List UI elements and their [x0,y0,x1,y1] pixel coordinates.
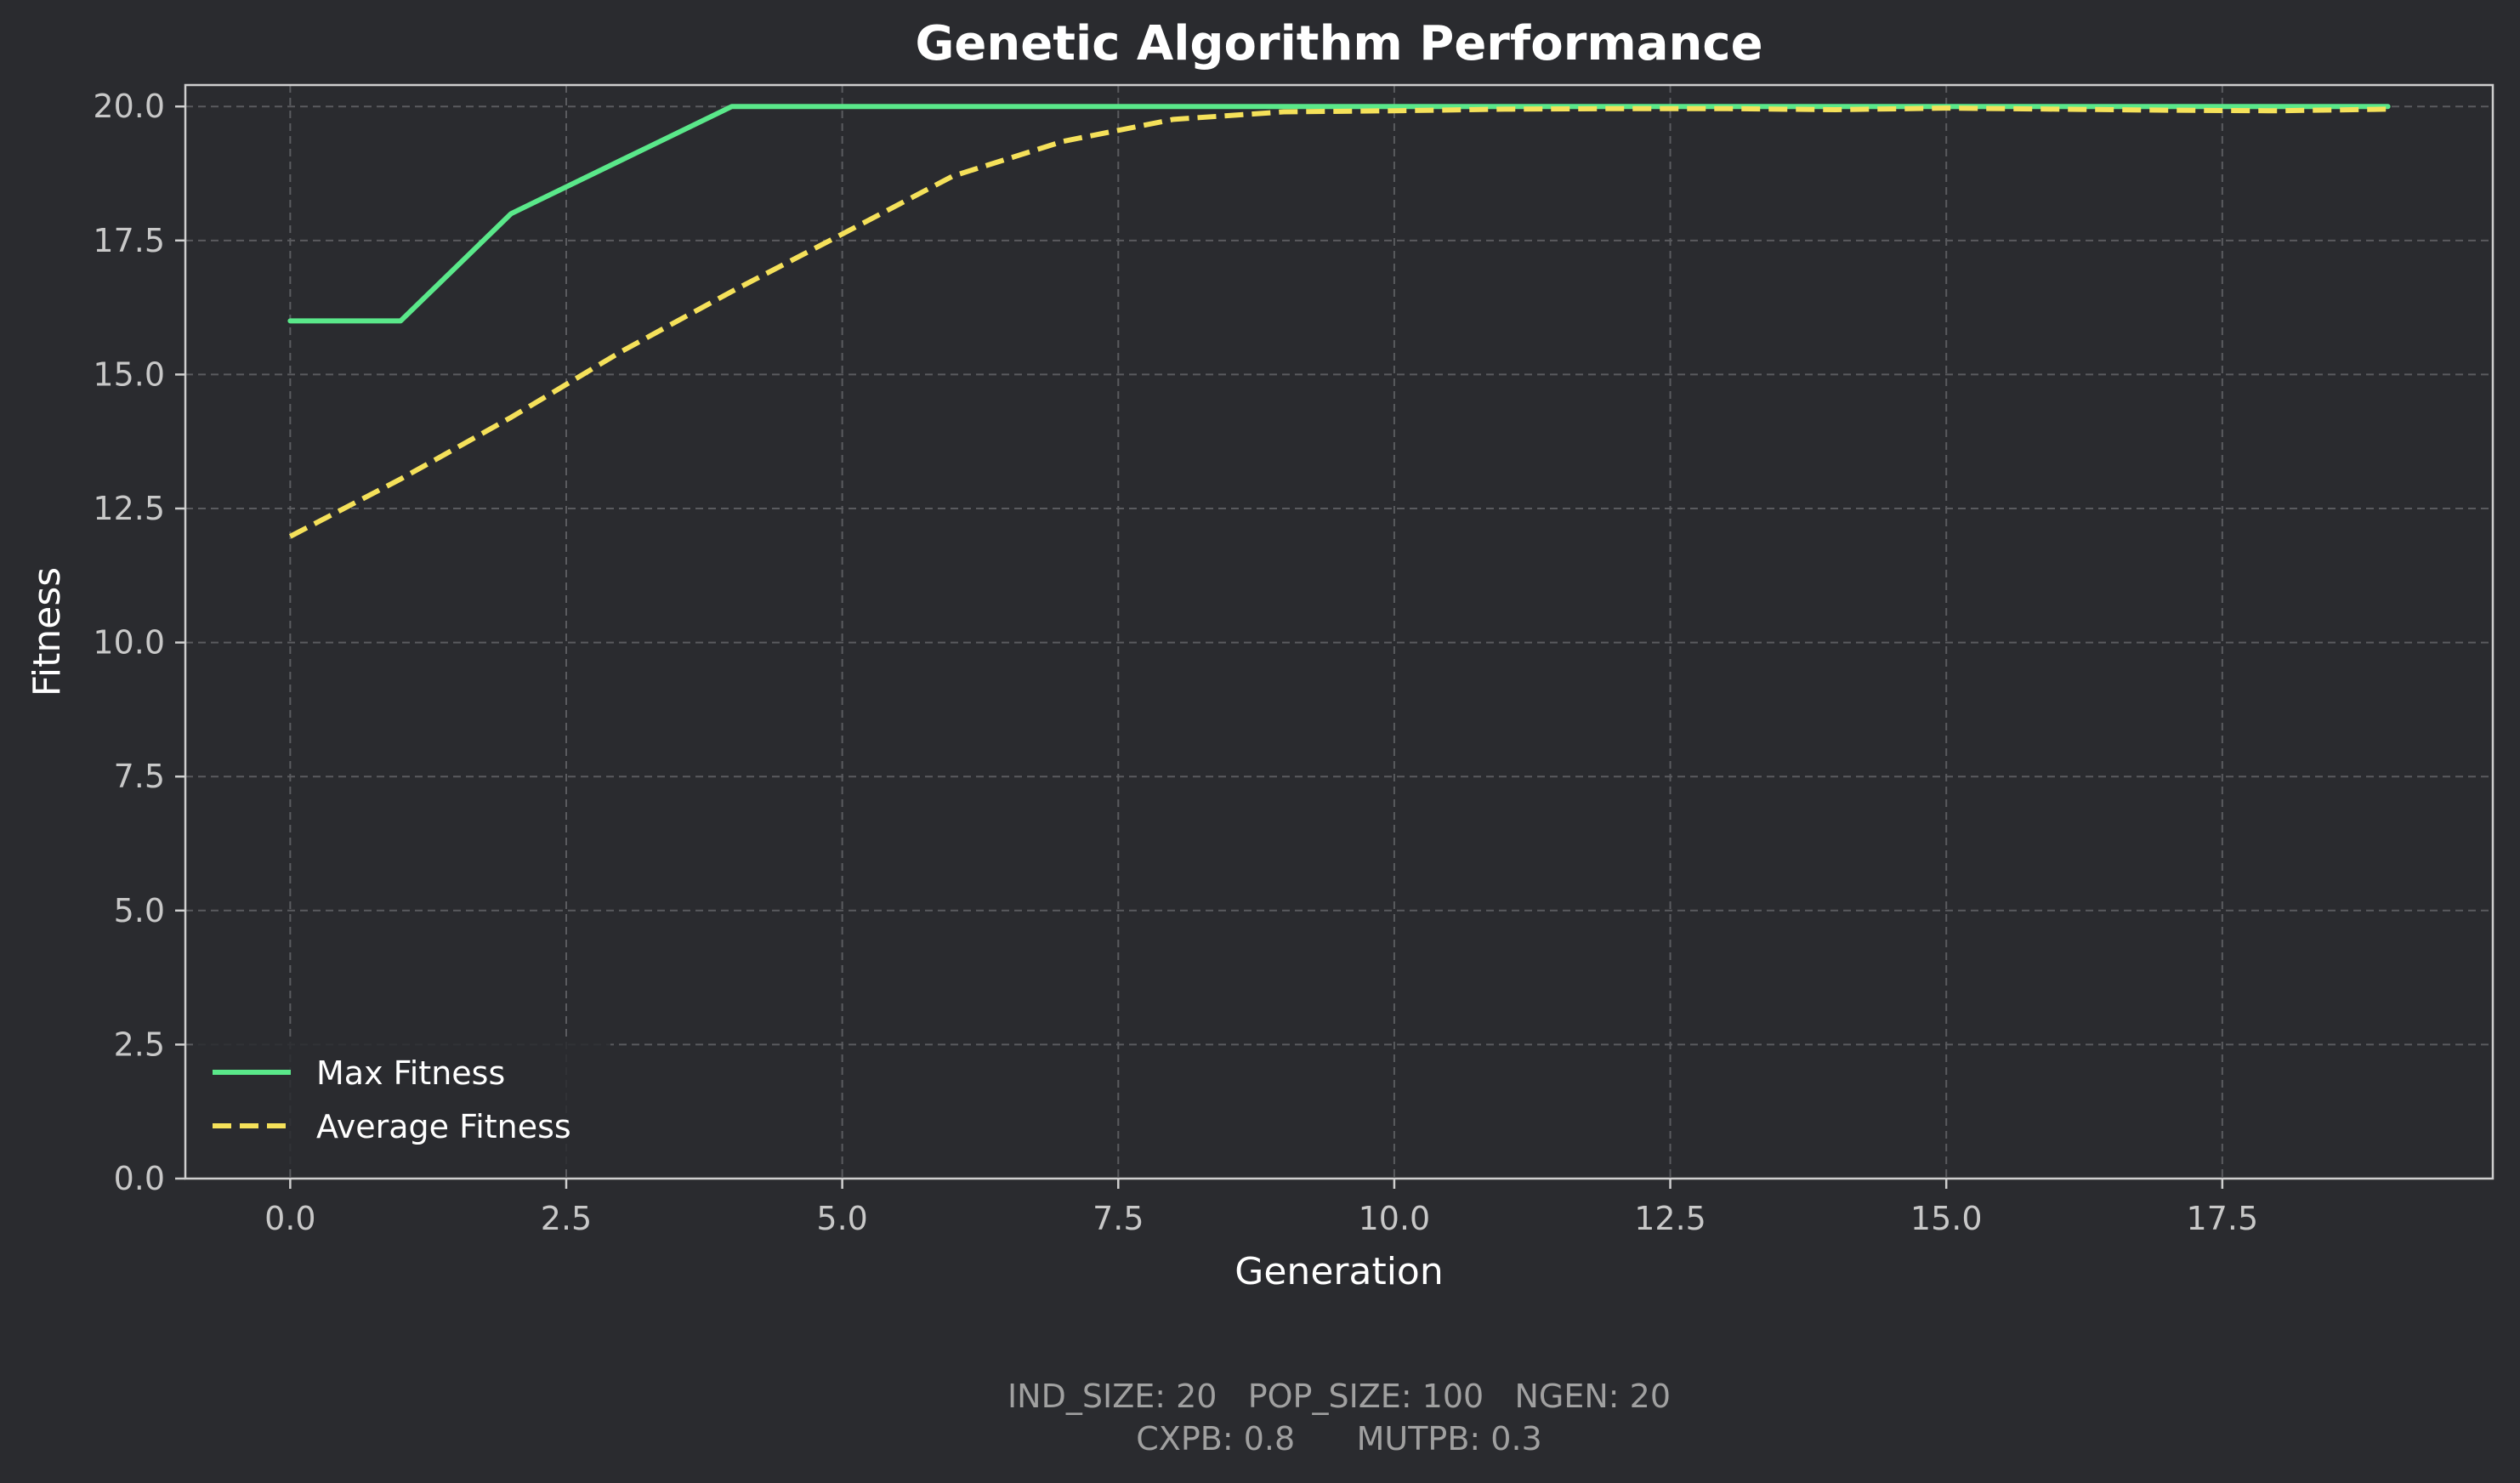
grid [185,85,2493,1179]
y-tick-label: 12.5 [93,490,165,527]
x-tick-label: 10.0 [1359,1200,1431,1237]
y-tick-label: 10.0 [93,624,165,662]
y-tick-label: 17.5 [93,222,165,259]
axis-ticks: 0.0 2.5 5.0 7.5 10.0 12.5 15.0 17.5 0.0 2.5 5.0 7.5… [93,88,2258,1237]
y-tick-label: 20.0 [93,88,165,125]
chart-title: Genetic Algorithm Performance [915,16,1762,71]
y-tick-label: 0.0 [114,1160,165,1197]
x-tick-label: 17.5 [2187,1200,2259,1237]
x-tick-label: 12.5 [1634,1200,1706,1237]
y-tick-label: 5.0 [114,892,165,929]
footer-params-line-2: CXPB: 0.8 MUTPB: 0.3 [1136,1420,1541,1457]
x-tick-label: 0.0 [264,1200,315,1237]
y-axis-label: Fitness [26,567,69,696]
legend-background [194,1039,610,1165]
legend-label-average: Average Fitness [316,1108,571,1145]
y-tick-label: 2.5 [114,1026,165,1063]
x-tick-label: 7.5 [1093,1200,1144,1237]
footer-params-line-1: IND_SIZE: 20 POP_SIZE: 100 NGEN: 20 [1007,1378,1671,1415]
plot-frame [184,83,2494,1180]
series-line-max-fitness [287,104,2391,324]
y-tick-label: 7.5 [114,758,165,795]
x-axis-label: Generation [1234,1250,1443,1293]
series-line-average-fitness [288,105,2388,539]
x-tick-label: 5.0 [816,1200,867,1237]
series [287,104,2391,539]
y-tick-label: 15.0 [93,355,165,393]
x-tick-label: 15.0 [1910,1200,1983,1237]
legend-label-max: Max Fitness [316,1054,505,1092]
x-tick-label: 2.5 [541,1200,592,1237]
legend: Max Fitness Average Fitness [194,1039,610,1165]
